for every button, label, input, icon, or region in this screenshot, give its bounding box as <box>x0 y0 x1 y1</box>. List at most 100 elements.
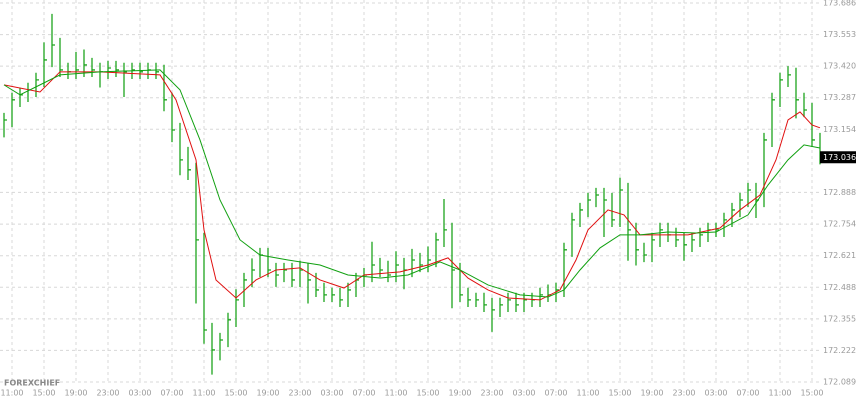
x-tick-label: 03:00 <box>320 389 343 398</box>
x-tick-label: 03:00 <box>128 389 151 398</box>
x-tick-label: 11:00 <box>768 389 791 398</box>
price-bar <box>195 162 199 304</box>
price-bar <box>11 92 15 128</box>
price-bar <box>795 67 799 119</box>
price-bar <box>571 212 575 257</box>
price-bar <box>611 192 615 228</box>
price-bar <box>147 62 151 79</box>
price-bar <box>83 49 87 78</box>
price-bar <box>203 232 207 344</box>
price-bar <box>547 284 551 303</box>
price-bar <box>179 122 183 176</box>
last-price-label: 173.036 <box>823 153 856 162</box>
price-bar <box>635 222 639 266</box>
x-tick-label: 19:00 <box>256 389 279 398</box>
y-tick-label: 172.754 <box>823 220 856 229</box>
y-tick-label: 173.553 <box>823 30 856 39</box>
price-bar <box>803 92 807 118</box>
price-bar <box>251 258 255 288</box>
x-tick-label: 15:00 <box>32 389 55 398</box>
price-bar <box>459 262 463 303</box>
y-tick-label: 172.089 <box>823 378 856 387</box>
price-bar <box>283 262 287 283</box>
price-bar <box>603 187 607 237</box>
x-tick-label: 07:00 <box>544 389 567 398</box>
y-tick-label: 173.287 <box>823 93 856 102</box>
price-bar <box>691 232 695 252</box>
price-bar <box>187 146 191 181</box>
price-bar <box>275 262 279 287</box>
price-bar <box>115 60 119 78</box>
price-bar <box>683 232 687 261</box>
x-tick-label: 11:00 <box>192 389 215 398</box>
price-bar <box>451 222 455 309</box>
x-tick-label: 03:00 <box>512 389 535 398</box>
price-bar <box>155 62 159 79</box>
price-bar <box>587 192 591 218</box>
price-bar <box>67 62 71 79</box>
price-bar <box>643 242 647 263</box>
price-bar <box>627 182 631 261</box>
price-bar <box>651 232 655 263</box>
price-bar <box>43 42 47 88</box>
price-bar <box>483 292 487 312</box>
price-bar <box>403 257 407 290</box>
price-bar <box>315 272 319 298</box>
moving-average <box>3 69 821 298</box>
price-bar <box>363 267 367 288</box>
price-bar <box>475 292 479 308</box>
price-bar <box>523 292 527 312</box>
price-bar <box>771 92 775 148</box>
last-price-tag <box>820 151 856 164</box>
price-bar <box>339 287 343 308</box>
price-bar <box>163 64 167 112</box>
price-bar <box>243 272 247 308</box>
x-tick-label: 23:00 <box>288 389 311 398</box>
x-tick-label: 15:00 <box>608 389 631 398</box>
x-tick-label: 11:00 <box>0 389 23 398</box>
y-tick-label: 172.888 <box>823 188 856 197</box>
x-tick-label: 07:00 <box>160 389 183 398</box>
y-tick-label: 173.420 <box>823 62 856 71</box>
watermark: FOREXCHIEF <box>4 379 60 388</box>
price-bar <box>411 248 415 278</box>
x-tick-label: 23:00 <box>480 389 503 398</box>
y-tick-label: 173.686 <box>823 0 856 8</box>
price-bar <box>347 282 351 308</box>
x-tick-label: 19:00 <box>448 389 471 398</box>
price-bar <box>35 72 39 97</box>
price-bar <box>219 332 223 361</box>
y-tick-label: 172.621 <box>823 251 856 260</box>
price-bar <box>499 297 503 317</box>
price-bar <box>259 247 263 278</box>
x-tick-label: 19:00 <box>640 389 663 398</box>
price-bar <box>227 312 231 348</box>
price-bar <box>563 242 567 298</box>
moving-average <box>3 71 821 301</box>
price-bar <box>291 262 295 288</box>
price-bar <box>331 287 335 303</box>
price-bar <box>107 60 111 79</box>
y-tick-label: 173.154 <box>823 125 856 134</box>
price-bar <box>435 232 439 268</box>
price-bar <box>747 182 751 208</box>
price-bar <box>211 322 215 375</box>
x-tick-label: 23:00 <box>672 389 695 398</box>
price-bar <box>235 289 239 327</box>
price-bar <box>75 51 79 79</box>
price-bar <box>379 257 383 278</box>
price-bar <box>371 241 375 283</box>
price-bar <box>171 92 175 143</box>
price-bar <box>19 87 23 107</box>
price-bar <box>299 260 303 288</box>
price-bar <box>675 227 679 247</box>
price-bar <box>323 282 327 303</box>
x-tick-label: 07:00 <box>736 389 759 398</box>
x-tick-label: 15:00 <box>224 389 247 398</box>
x-tick-label: 23:00 <box>96 389 119 398</box>
grid-layer <box>0 0 820 383</box>
price-bar <box>779 72 783 107</box>
price-bar <box>27 82 31 102</box>
